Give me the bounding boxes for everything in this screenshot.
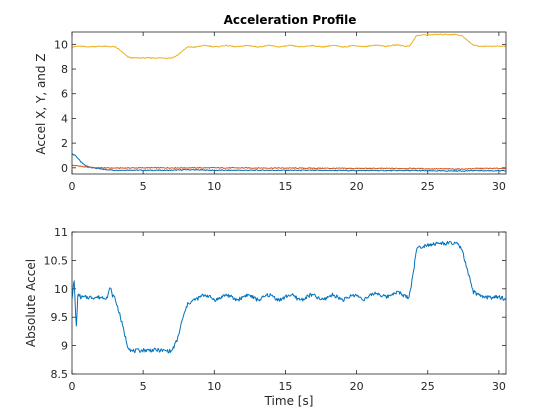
x-tick-label: 0 — [69, 380, 76, 393]
top-subplot: Acceleration Profile Accel X, Y, and Z 0… — [34, 13, 507, 193]
y-tick-label: 11 — [54, 226, 68, 239]
x-tick-label: 30 — [492, 380, 506, 393]
bottom-axes-box — [71, 231, 507, 375]
y-tick-label: 8.5 — [51, 368, 69, 381]
top-axes-box — [71, 31, 507, 175]
x-tick-label: 30 — [492, 180, 506, 193]
y-tick-label: 9.5 — [51, 311, 69, 324]
x-tick-label: 15 — [278, 180, 292, 193]
y-tick-label: 0 — [61, 162, 68, 175]
series-line-0-0 — [72, 153, 506, 172]
x-tick-label: 15 — [278, 380, 292, 393]
top-y-axis-label: Accel X, Y, and Z — [34, 53, 48, 154]
x-tick-label: 20 — [350, 180, 364, 193]
x-tick-label: 10 — [207, 180, 221, 193]
x-tick-label: 25 — [421, 180, 435, 193]
y-tick-label: 10 — [54, 38, 68, 51]
bottom-series-group — [72, 240, 506, 354]
top-series-group — [72, 33, 506, 172]
series-line-0-1 — [72, 164, 506, 171]
x-axis-label: Time [s] — [264, 394, 314, 408]
x-tick-label: 20 — [350, 380, 364, 393]
bottom-y-axis-label: Absolute Accel — [24, 259, 38, 347]
bottom-ticks: 0 5 10 15 20 25 30 8.5 9 9.5 10 10.5 11 — [44, 226, 506, 393]
x-tick-label: 0 — [69, 180, 76, 193]
y-tick-label: 8 — [61, 63, 68, 76]
x-tick-label: 10 — [207, 380, 221, 393]
series-line-1-0 — [72, 240, 506, 354]
y-tick-label: 2 — [61, 137, 68, 150]
y-tick-label: 10 — [54, 283, 68, 296]
x-tick-label: 25 — [421, 380, 435, 393]
chart-title: Acceleration Profile — [224, 13, 357, 27]
bottom-subplot: Absolute Accel Time [s] 0 5 10 15 20 25 30 8.5 9… — [24, 226, 507, 408]
x-tick-label: 5 — [140, 180, 147, 193]
y-tick-label: 9 — [61, 340, 68, 353]
series-line-0-2 — [72, 33, 506, 59]
x-tick-label: 5 — [140, 380, 147, 393]
y-tick-label: 4 — [61, 112, 68, 125]
top-ticks: 0 5 10 15 20 25 30 0 2 4 6 8 10 — [54, 32, 506, 193]
y-tick-label: 10.5 — [44, 254, 69, 267]
y-tick-label: 6 — [61, 88, 68, 101]
